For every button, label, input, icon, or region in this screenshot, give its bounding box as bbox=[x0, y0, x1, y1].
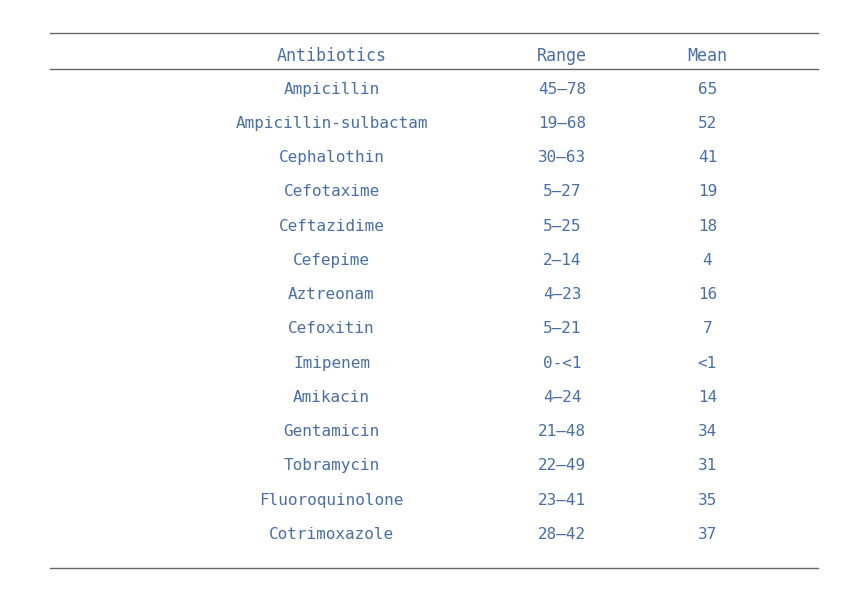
Text: 45–78: 45–78 bbox=[538, 82, 586, 97]
Text: Cotrimoxazole: Cotrimoxazole bbox=[269, 527, 394, 542]
Text: Cefepime: Cefepime bbox=[293, 253, 370, 268]
Text: 21–48: 21–48 bbox=[538, 424, 586, 439]
Text: Cefoxitin: Cefoxitin bbox=[288, 321, 375, 336]
Text: Ceftazidime: Ceftazidime bbox=[279, 219, 385, 233]
Text: Tobramycin: Tobramycin bbox=[283, 459, 379, 473]
Text: 4: 4 bbox=[702, 253, 712, 268]
Text: 35: 35 bbox=[698, 492, 717, 507]
Text: Ampicillin-sulbactam: Ampicillin-sulbactam bbox=[235, 116, 428, 131]
Text: 14: 14 bbox=[698, 390, 717, 405]
Text: Antibiotics: Antibiotics bbox=[277, 48, 386, 65]
Text: Amikacin: Amikacin bbox=[293, 390, 370, 405]
Text: Fluoroquinolone: Fluoroquinolone bbox=[260, 492, 404, 507]
Text: 19: 19 bbox=[698, 185, 717, 200]
Text: 65: 65 bbox=[698, 82, 717, 97]
Text: 30–63: 30–63 bbox=[538, 150, 586, 165]
Text: 34: 34 bbox=[698, 424, 717, 439]
Text: Range: Range bbox=[537, 48, 587, 65]
Text: 22–49: 22–49 bbox=[538, 459, 586, 473]
Text: 23–41: 23–41 bbox=[538, 492, 586, 507]
Text: Gentamicin: Gentamicin bbox=[283, 424, 379, 439]
Text: 4–23: 4–23 bbox=[542, 287, 582, 302]
Text: Mean: Mean bbox=[687, 48, 727, 65]
Text: 41: 41 bbox=[698, 150, 717, 165]
Text: Cefotaxime: Cefotaxime bbox=[283, 185, 379, 200]
Text: <1: <1 bbox=[698, 356, 717, 371]
Text: Ampicillin: Ampicillin bbox=[283, 82, 379, 97]
Text: 5–25: 5–25 bbox=[542, 219, 582, 233]
Text: 7: 7 bbox=[702, 321, 712, 336]
Text: 16: 16 bbox=[698, 287, 717, 302]
Text: 28–42: 28–42 bbox=[538, 527, 586, 542]
Text: 19–68: 19–68 bbox=[538, 116, 586, 131]
Text: 18: 18 bbox=[698, 219, 717, 233]
Text: 5–21: 5–21 bbox=[542, 321, 582, 336]
Text: 0-<1: 0-<1 bbox=[542, 356, 582, 371]
Text: Imipenem: Imipenem bbox=[293, 356, 370, 371]
Text: Cephalothin: Cephalothin bbox=[279, 150, 385, 165]
Text: 31: 31 bbox=[698, 459, 717, 473]
Text: 5–27: 5–27 bbox=[542, 185, 582, 200]
Text: Aztreonam: Aztreonam bbox=[288, 287, 375, 302]
Text: 2–14: 2–14 bbox=[542, 253, 582, 268]
Text: 37: 37 bbox=[698, 527, 717, 542]
Text: 52: 52 bbox=[698, 116, 717, 131]
Text: 4–24: 4–24 bbox=[542, 390, 582, 405]
